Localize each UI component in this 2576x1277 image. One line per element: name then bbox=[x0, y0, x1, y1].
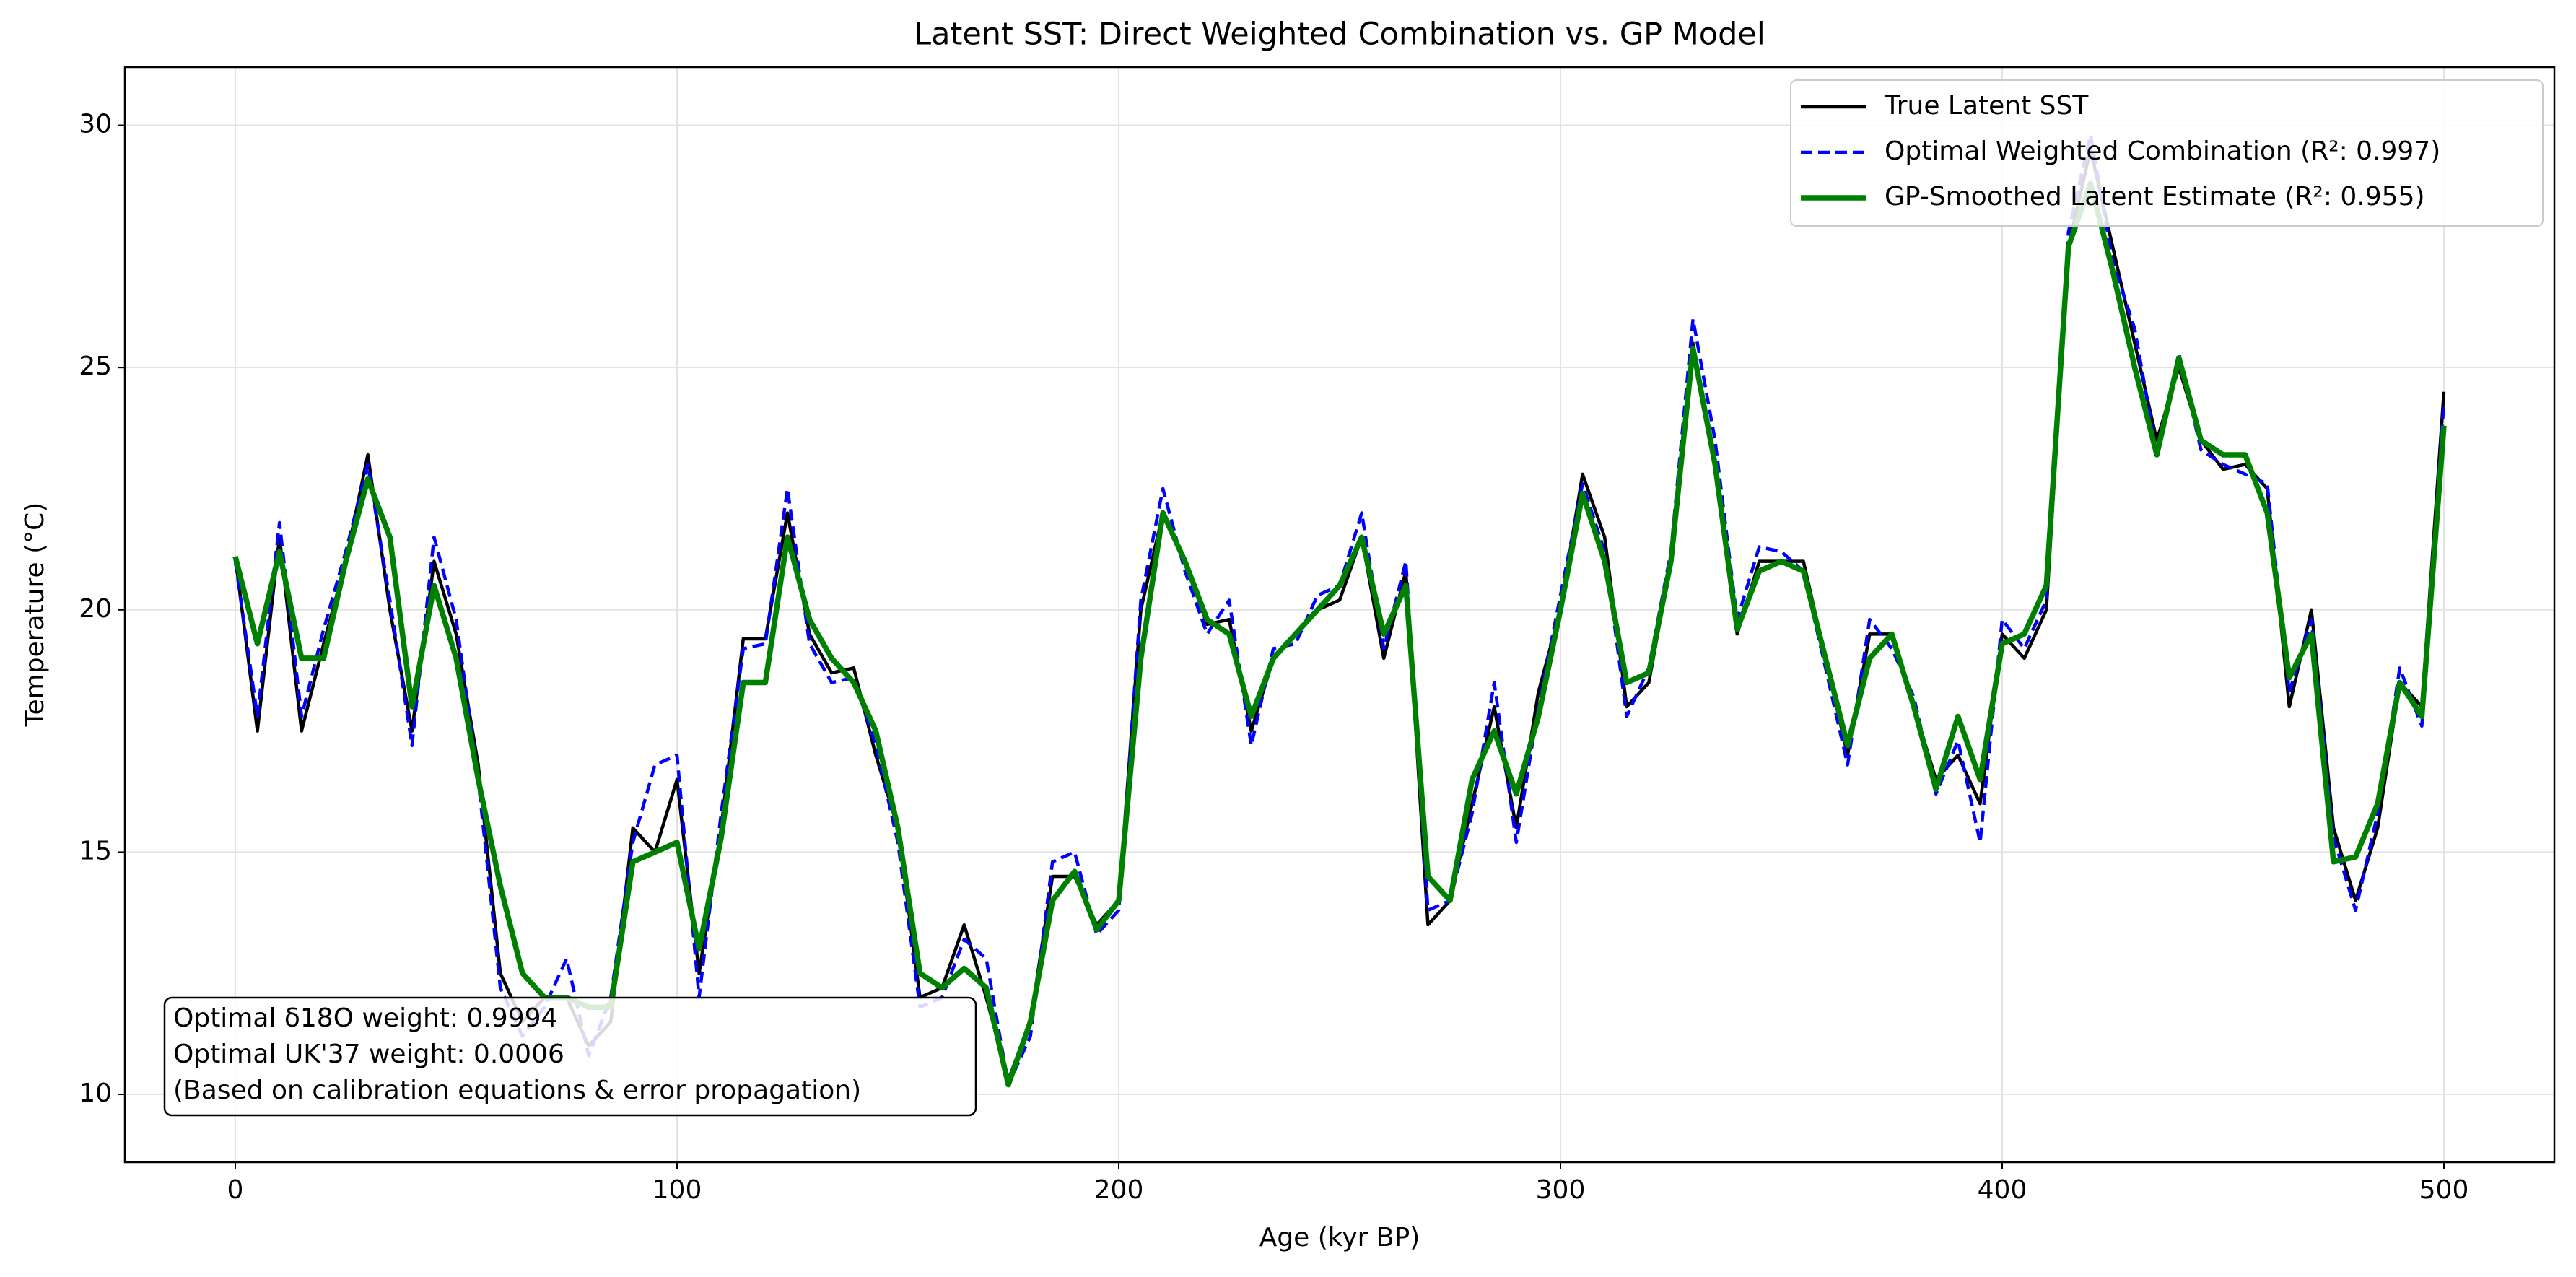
x-tick-label: 500 bbox=[2419, 1175, 2469, 1205]
annotation-text: (Based on calibration equations & error … bbox=[173, 1076, 861, 1105]
legend-label: True Latent SST bbox=[1884, 91, 2089, 121]
x-axis-label: Age (kyr BP) bbox=[1259, 1223, 1420, 1252]
legend-label: Optimal Weighted Combination (R²: 0.997) bbox=[1885, 136, 2440, 166]
x-tick-label: 100 bbox=[652, 1175, 702, 1205]
plot-frame bbox=[123, 66, 2556, 1164]
chart-title: Latent SST: Direct Weighted Combination … bbox=[914, 17, 1765, 53]
series-line bbox=[232, 180, 2447, 1088]
series-line bbox=[233, 147, 2446, 1082]
annotation-text: Optimal δ18O weight: 0.9994 bbox=[173, 1003, 557, 1033]
y-tick-label: 15 bbox=[79, 836, 112, 866]
annotation-box bbox=[163, 996, 977, 1117]
y-tick-label: 25 bbox=[79, 352, 112, 381]
x-tick-label: 300 bbox=[1536, 1175, 1586, 1205]
y-tick-label: 20 bbox=[79, 594, 112, 624]
annotation-text: Optimal UK'37 weight: 0.0006 bbox=[173, 1040, 564, 1069]
y-tick-label: 30 bbox=[79, 110, 112, 139]
x-tick-label: 200 bbox=[1094, 1175, 1144, 1205]
legend-box bbox=[1790, 79, 2544, 227]
y-axis-label: Temperature (°C) bbox=[20, 502, 50, 728]
legend-label: GP-Smoothed Latent Estimate (R²: 0.955) bbox=[1885, 182, 2425, 212]
x-tick-label: 400 bbox=[1978, 1175, 2027, 1205]
x-tick-label: 0 bbox=[227, 1175, 244, 1205]
y-tick-label: 10 bbox=[79, 1078, 112, 1108]
